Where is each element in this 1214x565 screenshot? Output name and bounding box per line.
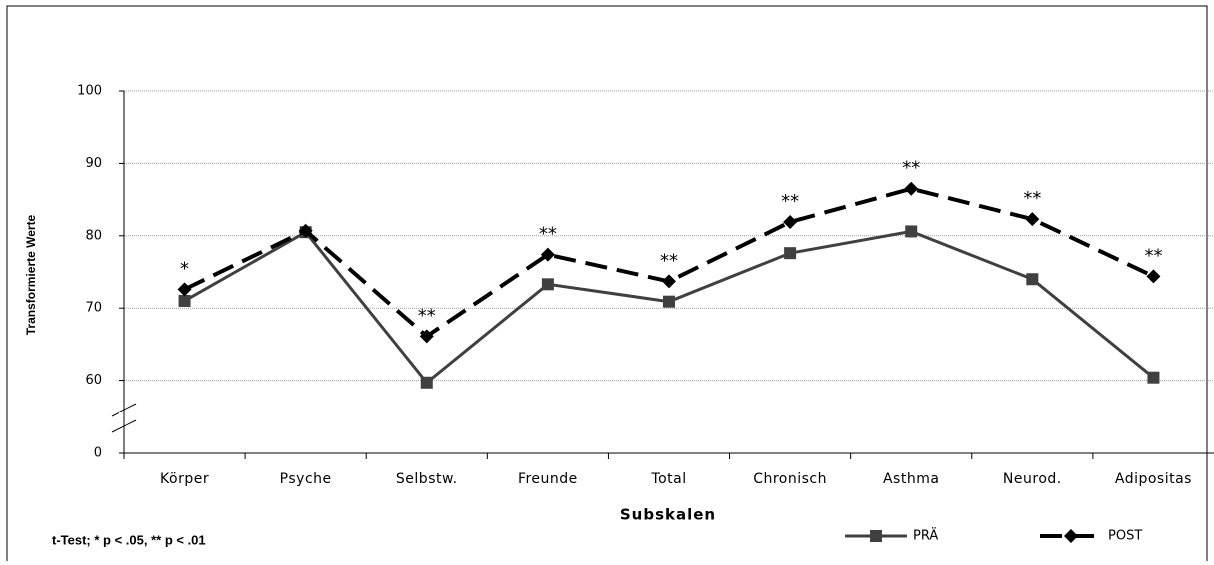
y-tick-label: 70	[85, 301, 102, 316]
x-tick-label: Asthma	[883, 471, 939, 487]
point	[1026, 273, 1039, 286]
x-tick-label: Neurod.	[1003, 471, 1062, 487]
significance-label: **	[902, 158, 920, 179]
point	[177, 282, 192, 297]
footnote: t-Test; * p < .05, ** p < .01	[52, 532, 206, 547]
x-tick-label: Psyche	[280, 471, 332, 487]
significance-label: **	[418, 305, 436, 326]
legend-marker	[1064, 529, 1078, 543]
point	[905, 225, 918, 238]
point	[662, 274, 676, 289]
point	[784, 247, 797, 260]
significance-label: **	[1023, 188, 1041, 209]
x-axis-label: Subskalen	[620, 506, 716, 524]
legend-marker	[870, 530, 882, 542]
y-tick-label: 80	[85, 228, 102, 243]
x-tick-label: Freunde	[518, 471, 578, 487]
x-tick-label: Selbstw.	[396, 471, 458, 487]
point	[540, 247, 555, 262]
point	[904, 181, 919, 196]
point	[663, 295, 675, 308]
point	[1146, 269, 1161, 284]
point	[298, 223, 313, 238]
point	[541, 278, 554, 291]
y-axis-label: Transformierte Werte	[24, 214, 38, 335]
x-tick-label: Körper	[160, 471, 209, 487]
point	[419, 329, 434, 344]
x-tick-label: Adipositas	[1115, 471, 1192, 487]
significance-label: *	[180, 258, 189, 279]
point	[420, 376, 433, 389]
y-tick-label: 0	[94, 446, 102, 461]
y-tick-label: 60	[85, 373, 102, 388]
significance-label: **	[539, 224, 557, 245]
x-tick-label: Total	[650, 471, 686, 487]
legend-label: PRÄ	[913, 528, 938, 544]
point	[178, 294, 191, 307]
point	[1147, 371, 1160, 384]
point	[783, 215, 798, 230]
point	[1025, 212, 1040, 227]
frame	[6, 5, 1208, 565]
x-tick-label: Chronisch	[753, 471, 827, 487]
y-tick-label: 100	[77, 84, 102, 99]
significance-label: **	[1144, 245, 1162, 266]
significance-label: **	[660, 250, 678, 271]
significance-label: **	[781, 191, 799, 212]
y-tick-label: 90	[85, 156, 102, 171]
legend-label: POST	[1108, 529, 1142, 544]
